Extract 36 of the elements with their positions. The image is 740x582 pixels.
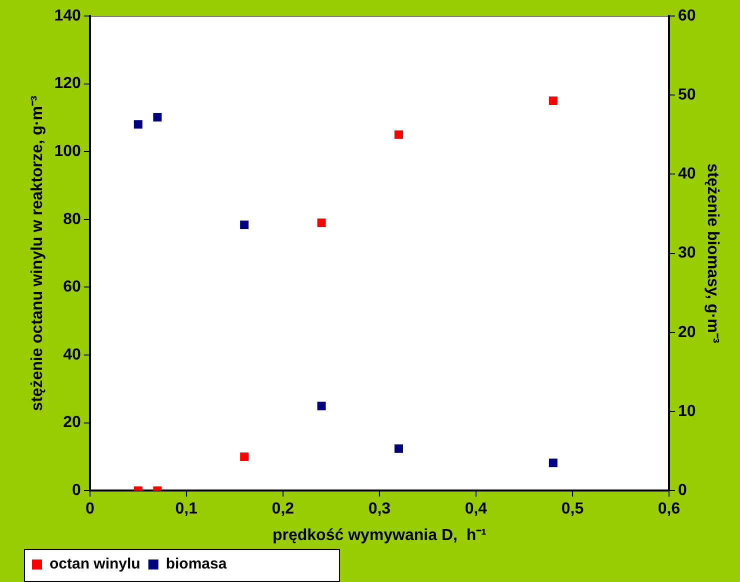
y2-tick-label: 50 <box>678 86 696 104</box>
y2-tick-label: 60 <box>678 7 696 24</box>
point <box>134 120 142 129</box>
y2-tick-label: 0 <box>678 482 688 500</box>
point <box>548 458 558 468</box>
legend-label: biomasa <box>166 556 228 573</box>
x-tick-label: 0 <box>85 500 94 518</box>
point <box>548 96 558 105</box>
x-tick-label: 0,3 <box>368 500 391 518</box>
y-tick-label: 80 <box>63 210 81 228</box>
x-tick-label: 0,1 <box>175 500 198 518</box>
x-tick-label: 0,5 <box>561 500 584 518</box>
x-axis-title: prędkość wymywania D, h⁻¹ <box>272 526 486 544</box>
y-tick-label: 20 <box>63 414 81 432</box>
x-tick-label: 0,4 <box>464 500 488 518</box>
y2-tick-label: 20 <box>678 324 696 341</box>
y-tick-label: 0 <box>72 482 81 500</box>
legend-label: octan winylu <box>50 556 140 573</box>
point <box>240 220 249 230</box>
x-tick-label: 0,6 <box>658 500 680 518</box>
y2-tick-label: 40 <box>678 166 696 183</box>
y2-axis-title: stężenie biomasy, g·m⁻³ <box>704 163 721 344</box>
y-tick-label: 140 <box>54 7 81 24</box>
y-tick-label: 120 <box>54 75 81 92</box>
point <box>394 130 403 139</box>
y-tick-label: 60 <box>63 278 81 296</box>
y2-tick-label: 10 <box>678 402 696 420</box>
point <box>317 218 326 228</box>
point <box>394 444 403 453</box>
y-tick-label: 40 <box>63 346 81 364</box>
x-tick-label: 0,2 <box>272 500 294 518</box>
point <box>317 402 326 410</box>
point <box>153 113 162 122</box>
y-tick-label: 100 <box>54 143 81 160</box>
y-axis-title: stężenie octanu winylu w reaktorze, g·m⁻³ <box>29 96 46 411</box>
y2-tick-label: 30 <box>678 244 696 262</box>
